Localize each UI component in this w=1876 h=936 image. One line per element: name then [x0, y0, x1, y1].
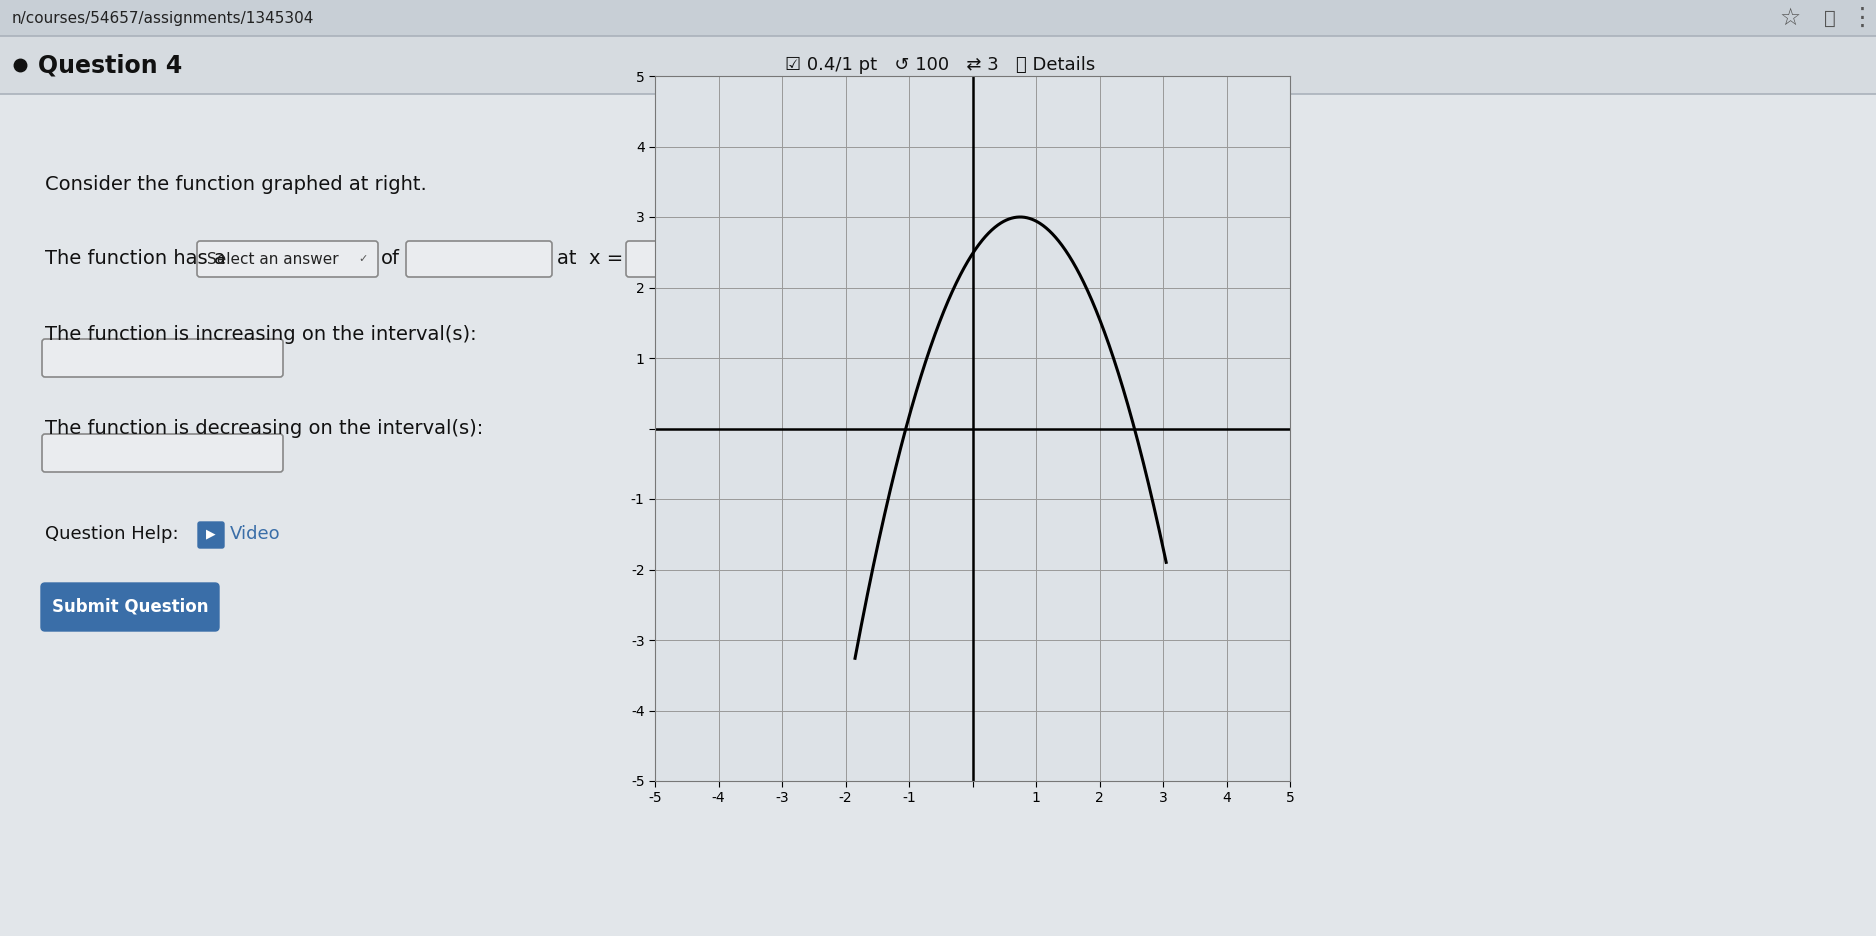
FancyBboxPatch shape — [0, 36, 1876, 936]
Text: ☆: ☆ — [1780, 6, 1801, 30]
Text: Question Help:: Question Help: — [45, 525, 178, 543]
FancyBboxPatch shape — [405, 241, 552, 277]
Text: ✓: ✓ — [358, 254, 368, 264]
Text: ⋮: ⋮ — [1850, 6, 1874, 30]
Text: Select an answer: Select an answer — [206, 252, 340, 267]
FancyBboxPatch shape — [0, 0, 1876, 36]
Text: The function is decreasing on the interval(s):: The function is decreasing on the interv… — [45, 419, 484, 438]
FancyBboxPatch shape — [0, 36, 1876, 94]
Text: The function has a: The function has a — [45, 250, 233, 269]
FancyBboxPatch shape — [41, 434, 283, 472]
Text: Question 4: Question 4 — [38, 53, 182, 77]
Text: ☑ 0.4/1 pt   ↺ 100   ⇄ 3   ⓘ Details: ☑ 0.4/1 pt ↺ 100 ⇄ 3 ⓘ Details — [784, 56, 1096, 74]
Text: at  x =: at x = — [557, 250, 623, 269]
FancyBboxPatch shape — [627, 241, 773, 277]
Text: of: of — [381, 250, 400, 269]
Text: ▶: ▶ — [206, 528, 216, 540]
Text: n/courses/54657/assignments/1345304: n/courses/54657/assignments/1345304 — [11, 10, 315, 25]
Text: Video: Video — [231, 525, 281, 543]
Text: Consider the function graphed at right.: Consider the function graphed at right. — [45, 174, 426, 194]
FancyBboxPatch shape — [199, 522, 223, 548]
Text: ⧉: ⧉ — [1823, 8, 1837, 27]
Text: The function is increasing on the interval(s):: The function is increasing on the interv… — [45, 325, 477, 344]
FancyBboxPatch shape — [41, 583, 219, 631]
FancyBboxPatch shape — [41, 339, 283, 377]
Text: Submit Question: Submit Question — [53, 598, 208, 616]
FancyBboxPatch shape — [197, 241, 377, 277]
